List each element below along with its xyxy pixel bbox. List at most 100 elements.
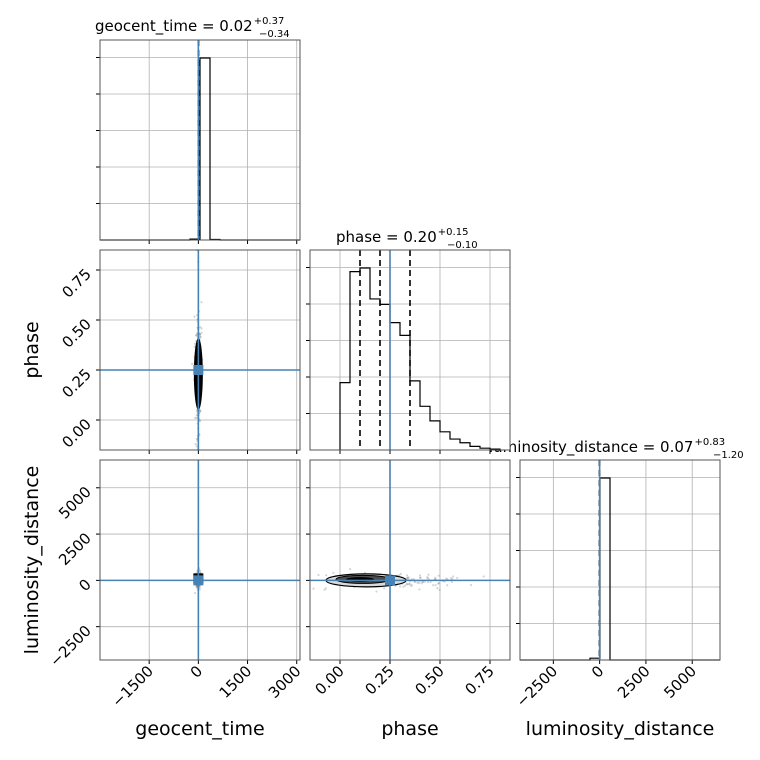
luminosity-distance-title-plus: +0.83: [694, 437, 725, 448]
panel-luminosity-distance-vs-luminosity-distance: [516, 459, 721, 664]
x-tick-label: 3000: [265, 662, 305, 702]
luminosity-distance-title: luminosity_distance = 0.07+0.83: [489, 437, 725, 457]
x-axis-label-luminosity-distance: luminosity_distance: [526, 718, 715, 740]
scatter-point: [200, 301, 203, 304]
x-axis-label-geocent-time: geocent_time: [135, 718, 264, 740]
panel-background: [520, 460, 720, 660]
scatter-point: [399, 585, 402, 588]
scatter-point: [419, 576, 422, 579]
panel-phase-vs-phase: [306, 249, 511, 454]
geocent-time-title-minus: −0.34: [259, 29, 290, 40]
y-tick-label: 5000: [55, 483, 95, 523]
y-tick-label: 0: [75, 575, 94, 594]
scatter-point: [470, 583, 473, 587]
scatter-point: [199, 409, 202, 412]
x-tick-label: 0.00: [311, 662, 347, 698]
scatter-point: [399, 572, 402, 575]
scatter-point: [198, 569, 202, 572]
luminosity-distance-title-main: luminosity_distance = 0.07: [489, 438, 693, 457]
scatter-point: [348, 568, 352, 571]
scatter-point: [324, 587, 327, 590]
scatter-point: [427, 573, 430, 576]
scatter-point: [437, 582, 440, 585]
scatter-point: [414, 580, 417, 584]
phase-title-plus: +0.15: [438, 227, 469, 238]
scatter-point: [456, 576, 459, 580]
scatter-point: [200, 331, 203, 334]
scatter-point: [406, 576, 409, 580]
scatter-point: [198, 332, 201, 336]
scatter-point: [434, 583, 437, 587]
panel-frame: [309, 249, 511, 451]
scatter-point: [199, 326, 202, 329]
geocent-time-title: geocent_time = 0.02+0.37: [95, 16, 284, 36]
scatter-point: [418, 574, 422, 577]
scatter-point: [398, 574, 401, 577]
panel-background: [100, 460, 300, 660]
scatter-point: [195, 586, 199, 589]
scatter-point: [436, 587, 439, 590]
geocent-time-title-main: geocent_time = 0.02: [95, 17, 253, 36]
scatter-point: [405, 583, 408, 586]
scatter-point: [417, 581, 420, 585]
y-tick-label: 2500: [55, 529, 95, 569]
scatter-point: [416, 581, 419, 584]
panel-frame: [99, 459, 301, 661]
x-tick-label: 0: [187, 662, 206, 681]
scatter-point: [432, 584, 435, 587]
scatter-point: [198, 336, 201, 339]
scatter-point: [445, 577, 448, 580]
scatter-point: [198, 334, 202, 338]
scatter-point: [410, 584, 413, 588]
x-tick-label: 1500: [216, 662, 256, 702]
phase-title-minus: −0.10: [447, 240, 478, 251]
scatter-point: [200, 327, 203, 330]
scatter-point: [426, 576, 429, 580]
scatter-point: [421, 581, 425, 584]
panel-frame: [519, 459, 721, 661]
x-tick-label: 5000: [660, 662, 700, 702]
scatter-point: [405, 574, 409, 577]
y-tick-label: 0.25: [58, 365, 94, 401]
scatter-point: [195, 334, 198, 337]
histogram-phase: [339, 267, 501, 450]
scatter-point: [193, 342, 197, 345]
scatter-point: [195, 334, 198, 337]
scatter-point: [199, 571, 202, 574]
scatter-point: [199, 335, 202, 338]
x-tick-label: −2500: [513, 662, 562, 711]
panel-frame: [99, 249, 301, 451]
scatter-point: [383, 587, 386, 590]
scatter-point: [450, 577, 453, 580]
scatter-point: [408, 582, 411, 585]
scatter-point: [199, 409, 202, 413]
scatter-point: [194, 442, 197, 446]
scatter-point: [190, 362, 194, 366]
scatter-point: [195, 414, 198, 417]
phase-title: phase = 0.20+0.15: [336, 227, 468, 246]
geocent-time-title-plus: +0.37: [254, 16, 285, 27]
scatter-point: [410, 583, 413, 586]
x-tick-label: −1500: [108, 662, 157, 711]
y-axis-label-luminosity-distance: luminosity_distance: [21, 466, 43, 655]
scatter-point: [450, 580, 453, 584]
scatter-point: [426, 576, 429, 579]
panel-phase-vs-geocent-time: [96, 248, 301, 454]
scatter-point: [426, 581, 430, 584]
scatter-point: [406, 583, 409, 586]
y-tick-label: 0.75: [58, 265, 94, 301]
scatter-point: [451, 575, 455, 578]
scatter-point: [404, 584, 407, 587]
y-tick-label: 0.00: [58, 415, 94, 451]
scatter-point: [408, 583, 411, 586]
scatter-point: [198, 410, 202, 413]
x-tick-label: 2500: [614, 662, 654, 702]
truth-marker: [193, 575, 204, 586]
panel-frame: [99, 39, 301, 241]
scatter-point: [312, 587, 315, 590]
scatter-point: [198, 333, 201, 336]
scatter-point: [194, 416, 197, 420]
truth-marker: [385, 575, 395, 586]
scatter-point: [198, 419, 202, 423]
y-tick-label: 0.50: [58, 315, 94, 351]
